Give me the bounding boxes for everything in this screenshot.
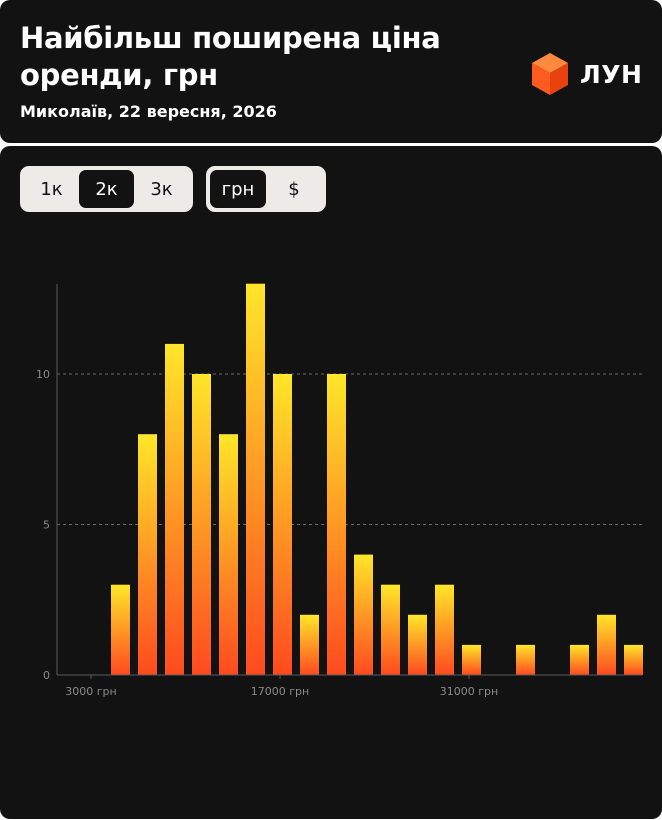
bar[interactable] xyxy=(354,554,373,675)
lun-logo[interactable]: ЛУН xyxy=(530,50,644,98)
currency-usd-button[interactable]: $ xyxy=(288,178,300,200)
y-tick-labels: 0 5 10 xyxy=(36,368,50,682)
rooms-1-button[interactable]: 1к xyxy=(40,178,63,200)
bar[interactable] xyxy=(138,434,157,675)
bar[interactable] xyxy=(246,283,265,675)
bar[interactable] xyxy=(570,644,589,675)
header-card: Найбільш поширена ціна оренди, грн Микол… xyxy=(0,0,662,143)
bar[interactable] xyxy=(462,644,481,675)
bar[interactable] xyxy=(273,374,292,675)
x-tick-label: 31000 грн xyxy=(440,685,498,698)
rooms-2-button[interactable]: 2к xyxy=(79,170,134,208)
histogram-chart: 0 5 10 3000 грн 17000 грн 31000 грн xyxy=(36,283,643,698)
rooms-3-button[interactable]: 3к xyxy=(150,178,173,200)
x-tick-labels: 3000 грн 17000 грн 31000 грн xyxy=(65,675,498,698)
bar[interactable] xyxy=(219,434,238,675)
page-title: Найбільш поширена ціна оренди, грн xyxy=(20,21,441,92)
bar[interactable] xyxy=(597,614,616,675)
orange-cube-icon xyxy=(532,53,568,95)
page-subtitle: Миколаїв, 22 вересня, 2026 xyxy=(20,102,277,121)
rooms-toggle: 1к 2к 3к xyxy=(20,166,193,212)
bar[interactable] xyxy=(435,584,454,675)
bar[interactable] xyxy=(624,644,643,675)
y-tick-label: 0 xyxy=(43,669,50,682)
bar[interactable] xyxy=(408,614,427,675)
bar[interactable] xyxy=(165,343,184,675)
bar[interactable] xyxy=(111,584,130,675)
x-tick-label: 17000 грн xyxy=(251,685,309,698)
bar[interactable] xyxy=(381,584,400,675)
bar[interactable] xyxy=(516,644,535,675)
bar[interactable] xyxy=(300,614,319,675)
currency-uah-button[interactable]: грн xyxy=(210,170,266,208)
chart-card: 1к 2к 3к грн $ 0 5 10 3000 грн 17000 грн 310… xyxy=(0,146,662,819)
currency-toggle: грн $ xyxy=(206,166,326,212)
x-tick-label: 3000 грн xyxy=(65,685,116,698)
logo-text: ЛУН xyxy=(580,59,643,89)
y-tick-label: 5 xyxy=(43,519,50,532)
bar[interactable] xyxy=(327,374,346,675)
bars xyxy=(111,283,643,675)
bar[interactable] xyxy=(192,374,211,675)
y-tick-label: 10 xyxy=(36,368,50,381)
